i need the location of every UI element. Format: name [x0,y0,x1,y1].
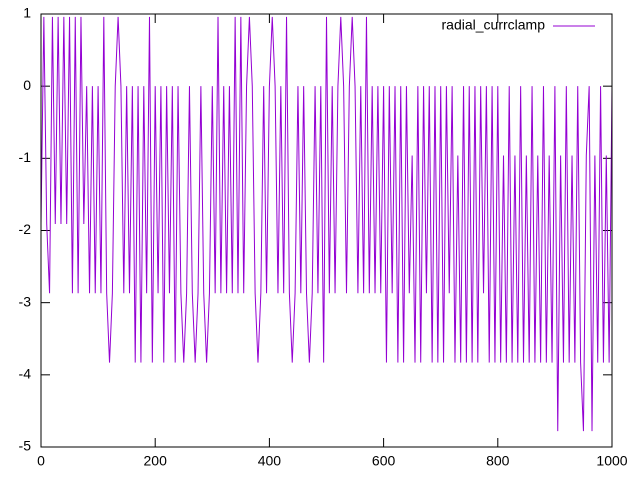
y-tick-label: -5 [19,438,32,454]
x-tick-label: 400 [258,453,282,469]
y-tick-label: 1 [23,5,31,21]
plot-border [40,13,613,448]
y-tick-label: -2 [19,221,32,237]
x-tick-label: 800 [486,453,510,469]
y-tick-label: 0 [23,77,31,93]
y-tick-label: -4 [19,366,32,382]
x-tick-label: 600 [372,453,396,469]
legend-label: radial_currclamp [442,17,546,33]
y-tick-label: -3 [19,293,32,309]
series-line [40,16,613,432]
x-tick-label: 1000 [596,453,627,469]
y-tick-label: -1 [19,149,32,165]
x-tick-label: 200 [144,453,168,469]
x-tick-label: 0 [37,453,45,469]
